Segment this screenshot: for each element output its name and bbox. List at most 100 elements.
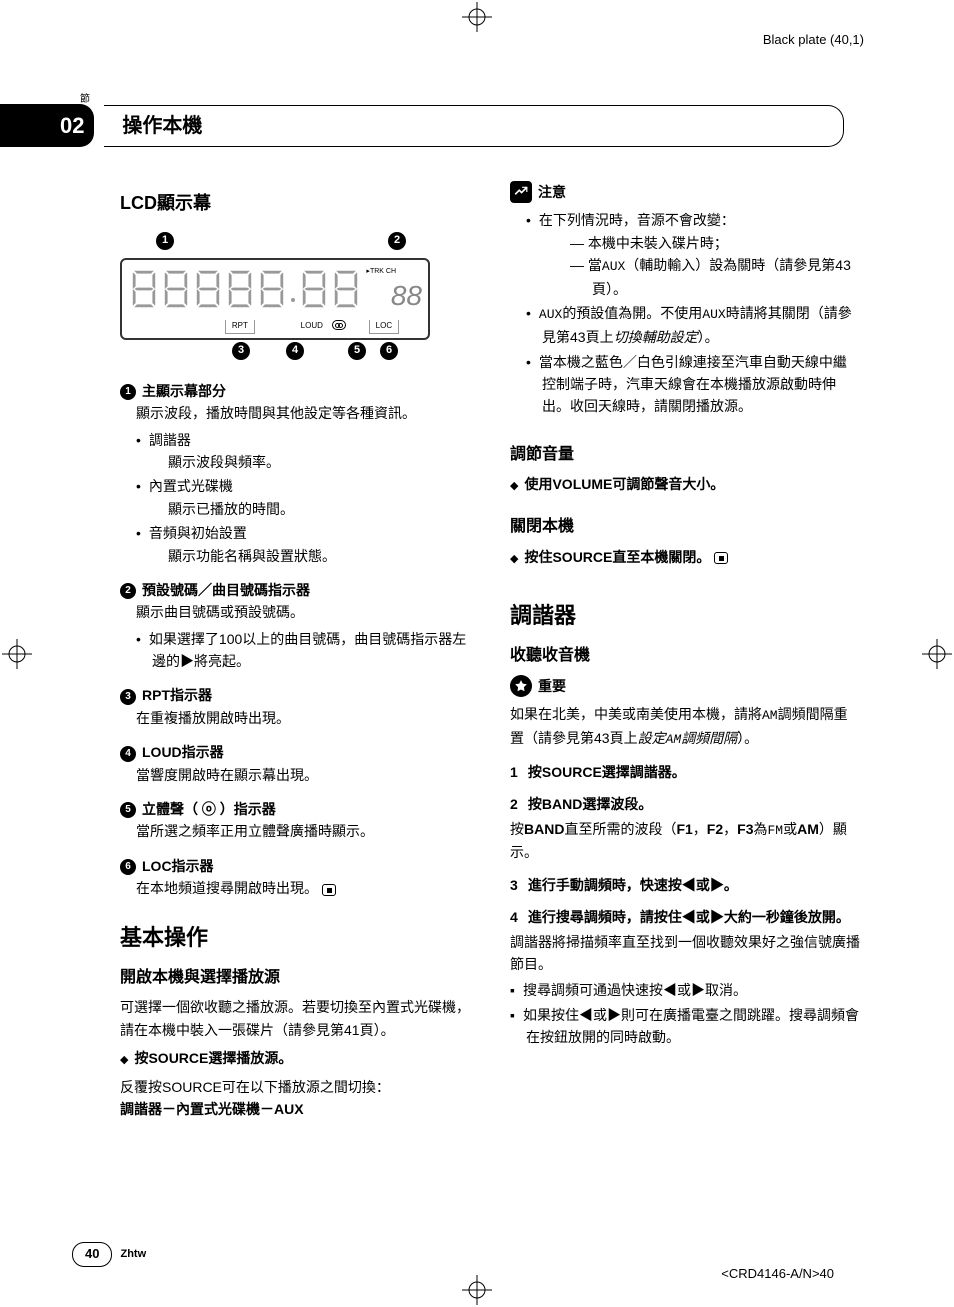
step-2: 2 按BAND選擇波段。 [510, 793, 860, 815]
step-4-sq-0: 搜尋調頻可通過快速按◀或▶取消。 [510, 979, 860, 1001]
lcd-heading: LCD顯示幕 [120, 189, 470, 218]
basic-body: 可選擇一個欲收聽之播放源。若要切換至內置式光碟機，請在本機中裝入一張碟片（請參見… [120, 996, 470, 1041]
content-columns: LCD顯示幕 1 2 ▸TRK CH 88 [120, 175, 860, 1121]
chapter-title: 操作本機 [122, 115, 202, 137]
poweroff-heading: 關閉本機 [510, 514, 860, 540]
item-6: 6 LOC指示器 在本地頻道搜尋開啟時出現。 [120, 855, 470, 900]
note-icon [510, 181, 532, 203]
item-2-sub-0: 如果選擇了100以上的曲目號碼，曲目號碼指示器左邊的▶將亮起。 [136, 628, 470, 673]
item-4-body: 當響度開啟時在顯示幕出現。 [136, 764, 470, 786]
badge-2-icon: 2 [120, 583, 136, 599]
item-5-title: 立體聲（ ⓞ ）指示器 [142, 801, 276, 817]
page-number: 40 [72, 1242, 112, 1267]
item-1-sub-0: 調諧器顯示波段與頻率。 [136, 429, 470, 474]
segment-icon [162, 268, 190, 310]
badge-3-icon: 3 [120, 689, 136, 705]
item-2-title: 預設號碼／曲目號碼指示器 [142, 582, 310, 598]
registration-mark-bottom [462, 1275, 492, 1305]
lcd-loc: LOC [369, 320, 399, 334]
basic-heading: 基本操作 [120, 920, 470, 955]
item-3-title: RPT指示器 [142, 687, 212, 703]
chapter-bar: 02 操作本機 [0, 104, 844, 147]
volume-heading: 調節音量 [510, 442, 860, 468]
segment-icon [300, 268, 328, 310]
step-1: 1 按SOURCE選擇調諧器。 [510, 761, 860, 783]
item-3: 3 RPT指示器 在重複播放開啟時出現。 [120, 684, 470, 729]
right-column: 注意 在下列情況時，音源不會改變： 本機中未裝入碟片時； 當AUX（輔助輸入）設… [510, 175, 860, 1121]
plate-info: Black plate (40,1) [763, 30, 864, 51]
segment-icon [226, 268, 254, 310]
poweroff-diamond: 按住SOURCE直至本機關閉。 [510, 546, 860, 569]
item-4-title: LOUD指示器 [142, 744, 224, 760]
item-5-body: 當所選之頻率正用立體聲廣播時顯示。 [136, 820, 470, 842]
callout-4: 4 [286, 342, 304, 360]
segment-icon [130, 268, 158, 310]
callout-3: 3 [232, 342, 250, 360]
registration-mark-top [462, 2, 492, 32]
note-label: 注意 [538, 181, 566, 203]
lcd-88: 88 [391, 274, 422, 319]
badge-1-icon: 1 [120, 384, 136, 400]
lcd-loud: LOUD [301, 320, 323, 334]
note-dash-1: 當AUX（輔助輸入）設為關時（請參見第43頁）。 [570, 254, 860, 300]
lcd-indicator-labels: RPT LOUD LOC [122, 320, 428, 334]
crd-code: <CRD4146-A/N>40 [721, 1264, 834, 1285]
item-6-body: 在本地頻道搜尋開啟時出現。 [136, 877, 470, 899]
item-2: 2 預設號碼／曲目號碼指示器 顯示曲目號碼或預設號碼。 如果選擇了100以上的曲目… [120, 579, 470, 673]
item-1: 1 主顯示幕部分 顯示波段，播放時間與其他設定等各種資訊。 調諧器顯示波段與頻率。… [120, 380, 470, 567]
section-end-icon [322, 884, 336, 896]
registration-mark-right [922, 639, 952, 669]
tuner-heading: 調諧器 [510, 598, 860, 633]
item-6-title: LOC指示器 [142, 858, 214, 874]
badge-4-icon: 4 [120, 746, 136, 762]
segment-icon [332, 268, 360, 310]
chapter-title-box: 操作本機 [104, 105, 844, 147]
badge-5-icon: 5 [120, 802, 136, 818]
footer-page: 40 Zhtw [72, 1242, 146, 1267]
important-body: 如果在北美，中美或南美使用本機，請將AM調頻間隔重置（請參見第43頁上設定AM調… [510, 703, 860, 751]
basic-subheading: 開啟本機與選擇播放源 [120, 965, 470, 991]
chapter-number: 02 [0, 104, 94, 147]
note-bullet-2: 當本機之藍色／白色引線連接至汽車自動天線中繼控制端子時，汽車天線會在本機播放源啟… [526, 351, 860, 418]
step-2-body: 按BAND直至所需的波段（F1，F2，F3為FM或AM）顯示。 [510, 818, 860, 864]
step-3: 3 進行手動調頻時，快速按◀或▶。 [510, 874, 860, 896]
note-bullet-1: AUX的預設值為開。不使用AUX時請將其關閉（請參見第43頁上切換輔助設定）。 [526, 302, 860, 348]
item-1-sub-2: 音頻與初始設置顯示功能名稱與設置狀態。 [136, 522, 470, 567]
tuner-subheading: 收聽收音機 [510, 643, 860, 669]
important-heading: 重要 [510, 675, 860, 697]
callout-1: 1 [156, 232, 174, 250]
note-heading: 注意 [510, 181, 860, 203]
dot-icon [290, 268, 296, 310]
segment-icon [194, 268, 222, 310]
left-column: LCD顯示幕 1 2 ▸TRK CH 88 [120, 175, 470, 1121]
item-1-sub-1: 內置式光碟機顯示已播放的時間。 [136, 475, 470, 520]
callout-6: 6 [380, 342, 398, 360]
lcd-display: ▸TRK CH 88 RPT LOUD LOC [120, 258, 430, 340]
source-diamond: 按SOURCE選擇播放源。 [120, 1047, 470, 1070]
item-1-title: 主顯示幕部分 [142, 383, 226, 399]
source-chain: 調諧器－內置式光碟機－AUX [120, 1098, 470, 1120]
item-5: 5 立體聲（ ⓞ ）指示器 當所選之頻率正用立體聲廣播時顯示。 [120, 798, 470, 843]
badge-6-icon: 6 [120, 859, 136, 875]
step-4: 4 進行搜尋調頻時，請按住◀或▶大約一秒鐘後放開。 [510, 906, 860, 928]
footer-lang: Zhtw [120, 1246, 146, 1264]
segment-icon [258, 268, 286, 310]
important-icon [510, 675, 532, 697]
item-2-body: 顯示曲目號碼或預設號碼。 [136, 601, 470, 623]
item-4: 4 LOUD指示器 當響度開啟時在顯示幕出現。 [120, 741, 470, 786]
volume-diamond: 使用VOLUME可調節聲音大小。 [510, 473, 860, 496]
section-end-icon [714, 552, 728, 564]
step-4-sq-1: 如果按住◀或▶則可在廣播電臺之間跳躍。搜尋調頻會在按鈕放開的同時啟動。 [510, 1004, 860, 1049]
lcd-rpt: RPT [225, 320, 255, 334]
step-4-body: 調諧器將掃描頻率直至找到一個收聽效果好之強信號廣播節目。 [510, 931, 860, 976]
source-body: 反覆按SOURCE可在以下播放源之間切換： [120, 1076, 470, 1098]
registration-mark-left [2, 639, 32, 669]
note-dash-0: 本機中未裝入碟片時； [570, 232, 860, 254]
item-3-body: 在重複播放開啟時出現。 [136, 707, 470, 729]
lcd-figure: 1 2 ▸TRK CH 88 RP [120, 232, 470, 366]
callout-2: 2 [388, 232, 406, 250]
note-bullet-0: 在下列情況時，音源不會改變： 本機中未裝入碟片時； 當AUX（輔助輸入）設為關時… [526, 209, 860, 300]
callout-5: 5 [348, 342, 366, 360]
important-label: 重要 [538, 675, 566, 697]
item-1-body: 顯示波段，播放時間與其他設定等各種資訊。 [136, 402, 470, 424]
